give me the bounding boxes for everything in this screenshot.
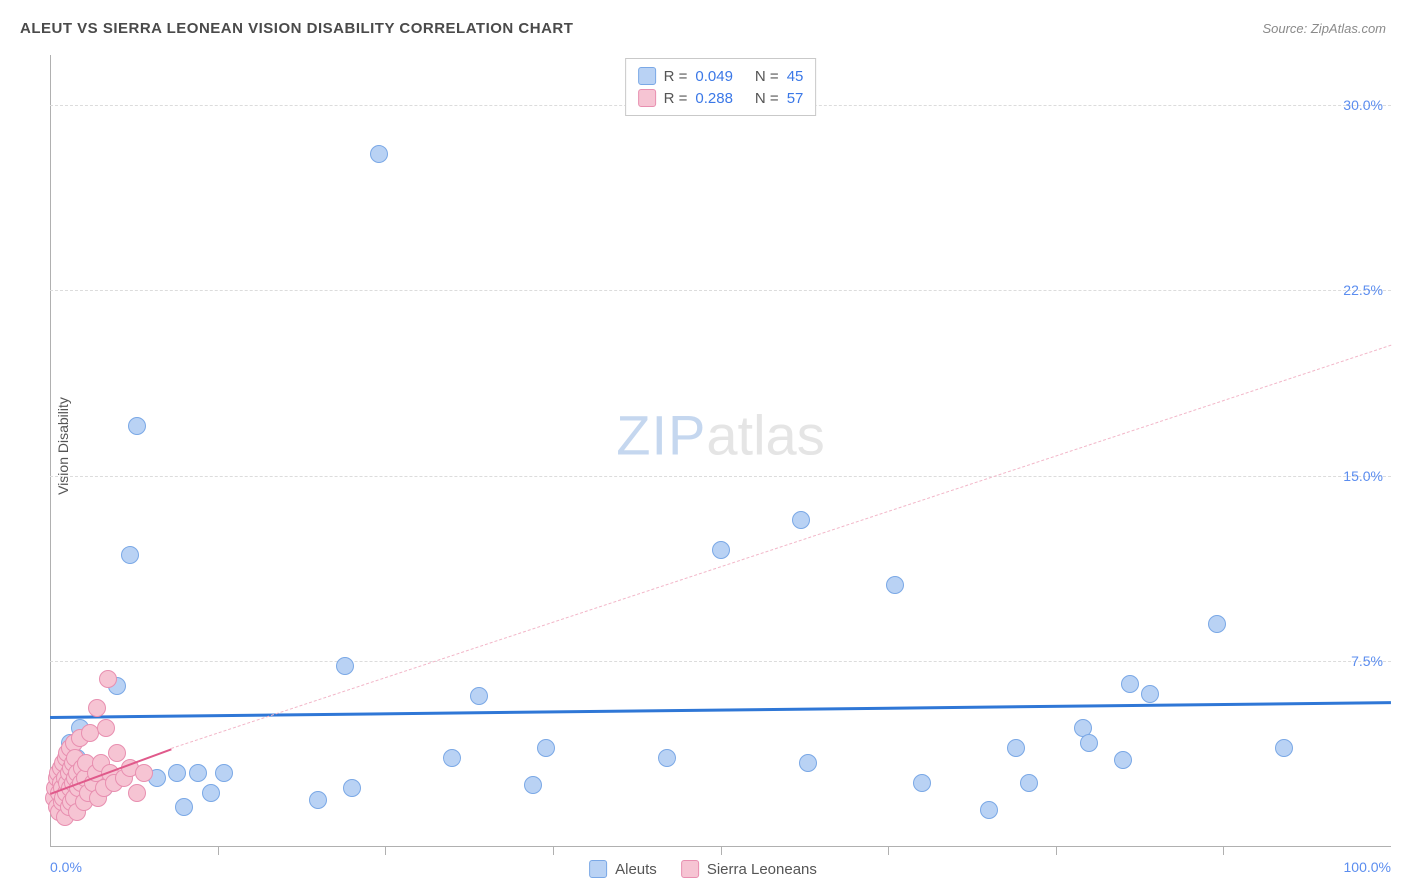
data-point <box>309 791 327 809</box>
data-point <box>175 798 193 816</box>
data-point <box>792 511 810 529</box>
r-value: 0.288 <box>695 90 733 107</box>
watermark: ZIPatlas <box>616 403 824 468</box>
legend-swatch <box>638 67 656 85</box>
data-point <box>1007 739 1025 757</box>
data-point <box>121 546 139 564</box>
legend-series-item: Aleuts <box>589 860 657 878</box>
x-min-label: 0.0% <box>50 859 82 875</box>
x-tick <box>1223 847 1224 855</box>
data-point <box>712 541 730 559</box>
x-tick <box>553 847 554 855</box>
chart-source: Source: ZipAtlas.com <box>1262 21 1386 36</box>
data-point <box>336 657 354 675</box>
data-point <box>1141 685 1159 703</box>
legend-stat-row: R = 0.049 N = 45 <box>638 65 804 87</box>
trend-line <box>171 345 1392 749</box>
chart-header: ALEUT VS SIERRA LEONEAN VISION DISABILIT… <box>20 20 1386 37</box>
watermark-atlas: atlas <box>706 404 824 467</box>
data-point <box>128 417 146 435</box>
grid-line <box>50 290 1391 291</box>
data-point <box>189 764 207 782</box>
x-max-label: 100.0% <box>1344 859 1391 875</box>
data-point <box>913 774 931 792</box>
x-tick <box>1056 847 1057 855</box>
data-point <box>88 699 106 717</box>
y-tick-label: 15.0% <box>1343 468 1383 484</box>
plot-region: ZIPatlas 7.5%15.0%22.5%30.0%0.0%100.0% <box>50 55 1391 847</box>
grid-line <box>50 476 1391 477</box>
n-value: 45 <box>787 68 804 85</box>
data-point <box>343 779 361 797</box>
data-point <box>1080 734 1098 752</box>
data-point <box>799 754 817 772</box>
grid-line <box>50 661 1391 662</box>
n-label: N = <box>755 68 779 85</box>
r-label: R = <box>664 68 688 85</box>
data-point <box>99 670 117 688</box>
n-label: N = <box>755 90 779 107</box>
y-tick-label: 7.5% <box>1351 653 1383 669</box>
y-tick-label: 22.5% <box>1343 282 1383 298</box>
data-point <box>215 764 233 782</box>
legend-swatch <box>638 89 656 107</box>
chart-area: ZIPatlas 7.5%15.0%22.5%30.0%0.0%100.0% R… <box>50 55 1391 847</box>
data-point <box>524 776 542 794</box>
x-tick <box>385 847 386 855</box>
y-tick-label: 30.0% <box>1343 97 1383 113</box>
legend-stat-row: R = 0.288 N = 57 <box>638 87 804 109</box>
chart-title: ALEUT VS SIERRA LEONEAN VISION DISABILIT… <box>20 20 573 37</box>
r-label: R = <box>664 90 688 107</box>
data-point <box>128 784 146 802</box>
data-point <box>168 764 186 782</box>
x-tick <box>888 847 889 855</box>
data-point <box>202 784 220 802</box>
data-point <box>443 749 461 767</box>
x-tick <box>218 847 219 855</box>
data-point <box>1208 615 1226 633</box>
series-legend: Aleuts Sierra Leoneans <box>589 860 817 878</box>
legend-swatch <box>681 860 699 878</box>
trend-line <box>50 701 1391 719</box>
data-point <box>1020 774 1038 792</box>
data-point <box>658 749 676 767</box>
data-point <box>1114 751 1132 769</box>
legend-series-label: Sierra Leoneans <box>707 861 817 878</box>
data-point <box>97 719 115 737</box>
data-point <box>1275 739 1293 757</box>
data-point <box>886 576 904 594</box>
legend-series-item: Sierra Leoneans <box>681 860 817 878</box>
y-axis-line <box>50 55 51 847</box>
n-value: 57 <box>787 90 804 107</box>
legend-series-label: Aleuts <box>615 861 657 878</box>
data-point <box>370 145 388 163</box>
data-point <box>1121 675 1139 693</box>
data-point <box>135 764 153 782</box>
correlation-legend: R = 0.049 N = 45 R = 0.288 N = 57 <box>625 58 817 116</box>
watermark-zip: ZIP <box>616 404 706 467</box>
legend-swatch <box>589 860 607 878</box>
x-tick <box>721 847 722 855</box>
data-point <box>108 744 126 762</box>
data-point <box>537 739 555 757</box>
r-value: 0.049 <box>695 68 733 85</box>
data-point <box>980 801 998 819</box>
data-point <box>470 687 488 705</box>
